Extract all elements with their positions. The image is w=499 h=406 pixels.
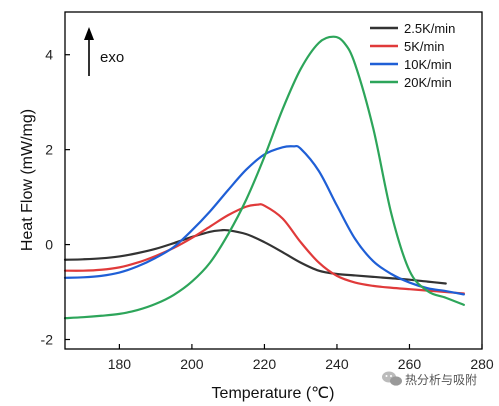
watermark-text: 热分析与吸附: [405, 373, 477, 387]
wechat-icon: [382, 371, 402, 386]
y-tick-label: 4: [45, 47, 53, 63]
exo-annotation: exo: [84, 27, 124, 76]
legend-label-3: 20K/min: [404, 75, 452, 90]
series-line-1: [63, 203, 465, 295]
x-tick-label: 280: [470, 356, 494, 372]
exo-arrow-head: [84, 27, 94, 40]
x-axis-title: Temperature (℃): [212, 385, 335, 402]
y-axis-title: Heat Flow (mW/mg): [19, 109, 36, 251]
y-tick-label: 2: [45, 142, 53, 158]
x-tick-label: 220: [253, 356, 277, 372]
legend-label-1: 5K/min: [404, 39, 444, 54]
y-tick-label: -2: [41, 332, 54, 348]
x-tick-label: 240: [325, 356, 349, 372]
exo-label: exo: [100, 49, 124, 66]
x-tick-label: 180: [108, 356, 132, 372]
watermark: 热分析与吸附: [382, 371, 477, 387]
series-lines: [63, 35, 465, 320]
series-line-0: [63, 228, 447, 285]
series-line-3: [63, 35, 465, 320]
legend-label-0: 2.5K/min: [404, 21, 455, 36]
x-tick-label: 260: [398, 356, 422, 372]
x-tick-labels: 180 200 220 240 260 280: [108, 356, 494, 372]
plot-frame: [64, 11, 483, 350]
legend-label-2: 10K/min: [404, 57, 452, 72]
legend: 2.5K/min 5K/min 10K/min 20K/min: [370, 21, 455, 90]
series-line-2: [63, 144, 465, 296]
y-tick-labels: -2 0 2 4: [41, 47, 54, 348]
axis-ticks: [65, 54, 483, 349]
y-tick-label: 0: [45, 237, 53, 253]
x-tick-label: 200: [180, 356, 204, 372]
